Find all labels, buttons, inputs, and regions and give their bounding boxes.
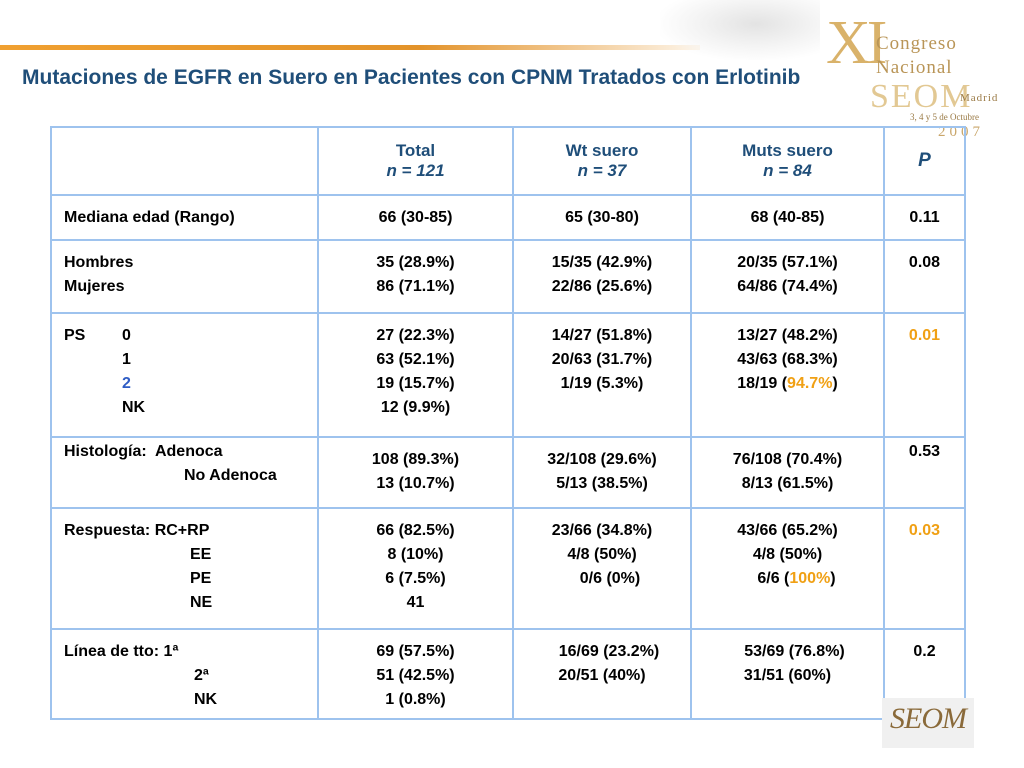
muts-highlight-line: 18/19 (94.7%) [737, 375, 838, 392]
seom-logo-bottom: SEOM [882, 698, 974, 748]
p-significant: 0.03 [908, 522, 941, 539]
table-row: Línea de tto: 1ª 2ª NK 69 (57.5%) 51 (42… [50, 628, 966, 720]
cell-wt: 23/66 (34.8%) 4/8 (50%) 0/6 (0%) [512, 507, 692, 630]
cell-total: 66 (82.5%) 8 (10%) 6 (7.5%) 41 [317, 507, 514, 630]
header-total-title: Total [395, 141, 436, 160]
table-row: Hombres Mujeres 35 (28.9%) 86 (71.1%) 15… [50, 239, 966, 314]
cell-total: 35 (28.9%) 86 (71.1%) [317, 239, 514, 314]
top-accent-rule [0, 45, 700, 50]
header-muts-n: n = 84 [763, 161, 812, 180]
cell-wt: 32/108 (29.6%) 5/13 (38.5%) [512, 436, 692, 509]
header-total: Total n = 121 [317, 126, 514, 196]
row-label: Respuesta: RC+RP EE PE NE [50, 507, 319, 630]
row-label: Hombres Mujeres [50, 239, 319, 314]
cell-wt: 15/35 (42.9%) 22/86 (25.6%) [512, 239, 692, 314]
header-wt-title: Wt suero [565, 141, 639, 160]
cell-wt: 65 (30-80) [512, 194, 692, 241]
header-empty [50, 126, 319, 196]
cell-wt: 16/69 (23.2%) 20/51 (40%) [512, 628, 692, 720]
table-row: PS 0 1 2 NK 27 (22.3%) 63 (52.1%) 19 (15… [50, 312, 966, 438]
header-wt: Wt suero n = 37 [512, 126, 692, 196]
header-wt-n: n = 37 [577, 161, 627, 180]
logo-seom: SEOM [870, 78, 973, 115]
cell-total: 69 (57.5%) 51 (42.5%) 1 (0.8%) [317, 628, 514, 720]
logo-roman-numeral: XI [826, 9, 887, 77]
cell-muts: 43/66 (65.2%) 4/8 (50%) 6/6 (100%) [690, 507, 885, 630]
slide-title: Mutaciones de EGFR en Suero en Pacientes… [22, 66, 801, 89]
logo-city: Madrid [960, 92, 999, 104]
cell-total: 108 (89.3%) 13 (10.7%) [317, 436, 514, 509]
muts-highlight-line: 6/6 (100%) [757, 570, 836, 587]
cell-muts: 13/27 (48.2%) 43/63 (68.3%) 18/19 (94.7%… [690, 312, 885, 438]
cell-p: 0.53 [883, 436, 966, 509]
cell-muts: 68 (40-85) [690, 194, 885, 241]
header-muts: Muts suero n = 84 [690, 126, 885, 196]
cell-p: 0.01 [883, 312, 966, 438]
results-table: Total n = 121 Wt suero n = 37 Muts suero… [50, 126, 966, 720]
table-header-row: Total n = 121 Wt suero n = 37 Muts suero… [50, 126, 966, 196]
watermark-graphic [660, 0, 820, 60]
cell-muts: 76/108 (70.4%) 8/13 (61.5%) [690, 436, 885, 509]
logo-nacional: Nacional [876, 57, 953, 78]
cell-muts: 53/69 (76.8%) 31/51 (60%) [690, 628, 885, 720]
cell-p: 0.11 [883, 194, 966, 241]
row-label: Histología: Adenoca No Adenoca [50, 436, 319, 509]
table-row: Mediana edad (Rango) 66 (30-85) 65 (30-8… [50, 194, 966, 241]
row-label: PS 0 1 2 NK [50, 312, 319, 438]
header-total-n: n = 121 [386, 161, 445, 180]
header-p: P [883, 126, 966, 196]
cell-p: 0.08 [883, 239, 966, 314]
cell-total: 27 (22.3%) 63 (52.1%) 19 (15.7%) 12 (9.9… [317, 312, 514, 438]
seom-logo-mark: SEOM [890, 702, 967, 735]
logo-date: 3, 4 y 5 de Octubre [910, 112, 979, 122]
highlight-value: 100% [789, 570, 831, 587]
cell-p: 0.03 [883, 507, 966, 630]
highlight-value: 94.7% [787, 375, 833, 392]
header-muts-title: Muts suero [742, 141, 833, 160]
cell-wt: 14/27 (51.8%) 20/63 (31.7%) 1/19 (5.3%) [512, 312, 692, 438]
table-row: Respuesta: RC+RP EE PE NE 66 (82.5%) 8 (… [50, 507, 966, 630]
p-significant: 0.01 [908, 327, 941, 344]
row-label: Mediana edad (Rango) [50, 194, 319, 241]
cell-muts: 20/35 (57.1%) 64/86 (74.4%) [690, 239, 885, 314]
row-label: Línea de tto: 1ª 2ª NK [50, 628, 319, 720]
logo-congreso: Congreso [876, 33, 957, 54]
cell-total: 66 (30-85) [317, 194, 514, 241]
table-row: Histología: Adenoca No Adenoca 108 (89.3… [50, 436, 966, 509]
